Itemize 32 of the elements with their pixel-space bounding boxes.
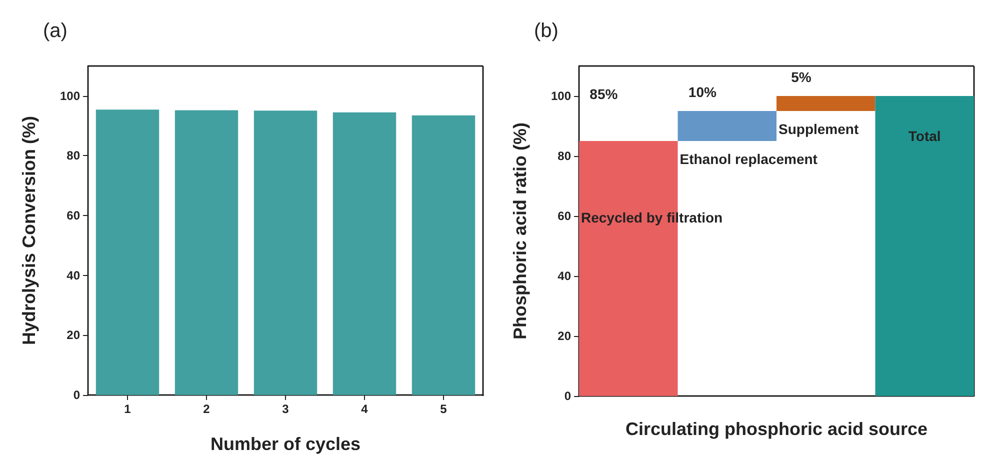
x-tick-label: 4: [361, 402, 368, 416]
chart-title: (a): [43, 20, 68, 42]
y-tick-label: 0: [73, 388, 80, 402]
x-axis-title: Circulating phosphoric acid source: [625, 419, 928, 439]
chart-title: (b): [534, 20, 558, 42]
y-axis-title: Phosphoric acid ratio (%): [510, 122, 530, 340]
y-tick-label: 0: [564, 389, 572, 403]
annotation: Supplement: [778, 121, 859, 137]
x-axis-title: Number of cycles: [210, 434, 361, 454]
data-label: 10%: [688, 84, 717, 100]
x-tick-label: 5: [440, 402, 448, 416]
x-tick-label: 1: [124, 402, 132, 416]
y-tick-label: 60: [558, 209, 572, 223]
bar: [776, 96, 876, 111]
bar: [875, 96, 974, 396]
data-label: 85%: [590, 86, 618, 102]
y-axis-title: Hydrolysis Conversion (%): [19, 116, 39, 346]
x-tick-label: 2: [203, 402, 210, 416]
y-tick-label: 20: [66, 328, 80, 342]
y-tick-label: 40: [558, 269, 572, 283]
bar: [678, 111, 776, 141]
y-tick-label: 20: [558, 329, 572, 343]
y-tick-label: 80: [66, 148, 80, 163]
x-tick-label: 3: [282, 402, 290, 416]
y-tick-label: 60: [66, 208, 80, 223]
y-tick-label: 80: [558, 149, 572, 163]
y-tick-label: 40: [66, 268, 80, 282]
y-tick-label: 100: [60, 88, 80, 103]
data-label: 5%: [791, 69, 812, 85]
annotation: Total: [908, 128, 941, 144]
annotation: Ethanol replacement: [680, 151, 818, 167]
y-tick-label: 100: [550, 89, 572, 103]
